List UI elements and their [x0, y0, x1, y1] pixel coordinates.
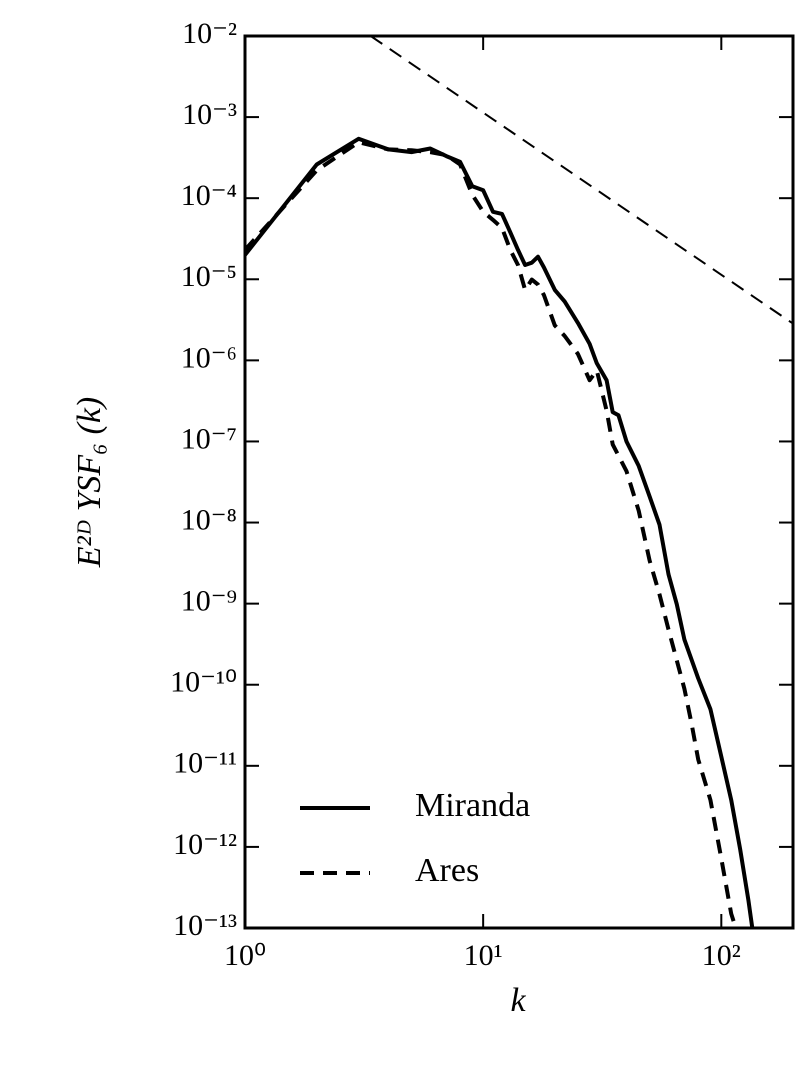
- y-tick-label: 10⁻³: [182, 98, 237, 131]
- y-tick-label: 10⁻⁷: [181, 422, 237, 455]
- x-tick-label: 10⁰: [224, 939, 266, 972]
- y-tick-label: 10⁻⁹: [181, 585, 237, 618]
- legend-label: Miranda: [415, 787, 530, 824]
- y-tick-label: 10⁻¹²: [173, 828, 237, 861]
- y-tick-label: 10⁻⁵: [181, 260, 237, 293]
- x-axis-label: k: [510, 982, 526, 1019]
- y-tick-label: 10⁻⁶: [181, 341, 237, 374]
- y-tick-label: 10⁻²: [182, 17, 237, 50]
- y-tick-label: 10⁻¹³: [173, 909, 237, 942]
- axes-frame: [243, 34, 795, 930]
- reference-line: [370, 36, 793, 325]
- y-axis-label: E²ᴰ YSF₆ (k): [71, 397, 108, 569]
- plot-area: [245, 36, 793, 928]
- y-tick-label: 10⁻¹¹: [173, 747, 237, 780]
- x-tick-label: 10¹: [464, 939, 503, 972]
- y-tick-label: 10⁻⁴: [181, 179, 237, 212]
- x-tick-label: 10²: [702, 939, 741, 972]
- legend-label: Ares: [415, 852, 479, 889]
- y-tick-label: 10⁻⁸: [181, 503, 237, 536]
- series-line: [245, 140, 738, 928]
- y-tick-label: 10⁻¹⁰: [170, 666, 237, 699]
